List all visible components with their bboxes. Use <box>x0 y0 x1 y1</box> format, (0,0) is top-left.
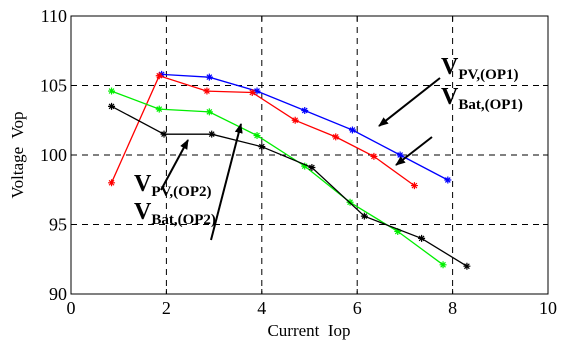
y-tick-label: 110 <box>41 6 67 26</box>
data-point <box>155 72 163 80</box>
annotation-vbat-op1: VBat,(OP1) <box>441 84 523 113</box>
y-tick-label: 105 <box>40 76 67 96</box>
annotation-vpv-op2: VPV,(OP2) <box>134 171 211 200</box>
grid-lines <box>71 16 548 294</box>
data-point <box>360 212 368 220</box>
data-point <box>203 87 211 95</box>
data-point <box>253 132 261 140</box>
y-tick-label: 95 <box>49 215 67 235</box>
data-point <box>248 88 256 96</box>
annotation-vbat-op2: VBat,(OP2) <box>134 199 216 228</box>
y-axis-title: Voltage Vop <box>8 112 27 199</box>
data-point <box>394 227 402 235</box>
data-point <box>348 126 356 134</box>
annotation-vpv-op1: VPV,(OP1) <box>441 54 518 83</box>
series-line-1 <box>110 75 415 187</box>
arrow-op2-upper <box>160 139 189 191</box>
data-point <box>205 108 213 116</box>
data-series <box>108 70 471 270</box>
x-tick-label: 10 <box>539 298 557 318</box>
data-point <box>253 87 261 95</box>
data-point <box>463 262 471 270</box>
data-point <box>108 87 116 95</box>
data-point <box>418 234 426 242</box>
arrow-op1-upper <box>378 77 441 127</box>
x-tick-label: 0 <box>67 298 76 318</box>
axis-ticks: 0 2 4 6 8 10 90 95 100 105 110 <box>40 6 557 318</box>
data-point <box>158 70 166 78</box>
data-point <box>396 151 404 159</box>
data-point <box>444 176 452 184</box>
data-point <box>370 152 378 160</box>
data-point <box>291 116 299 124</box>
y-tick-label: 90 <box>49 284 67 304</box>
arrow-op1-lower <box>395 136 433 166</box>
x-tick-label: 4 <box>257 298 266 318</box>
data-point <box>108 102 116 110</box>
x-axis-title: Current Iop <box>267 321 350 340</box>
series-line-3 <box>111 105 468 267</box>
x-tick-label: 6 <box>353 298 362 318</box>
data-point <box>160 130 168 138</box>
data-point <box>108 179 116 187</box>
x-tick-label: 8 <box>448 298 457 318</box>
data-point <box>205 73 213 81</box>
data-point <box>155 105 163 113</box>
arrow-op2-lower <box>210 123 243 241</box>
data-point <box>332 133 340 141</box>
data-point <box>410 182 418 190</box>
y-tick-label: 100 <box>40 145 67 165</box>
data-point <box>439 261 447 269</box>
x-tick-label: 2 <box>162 298 171 318</box>
data-point <box>308 164 316 172</box>
data-point <box>301 162 309 170</box>
data-point <box>301 107 309 115</box>
data-point <box>208 130 216 138</box>
data-point <box>258 143 266 151</box>
